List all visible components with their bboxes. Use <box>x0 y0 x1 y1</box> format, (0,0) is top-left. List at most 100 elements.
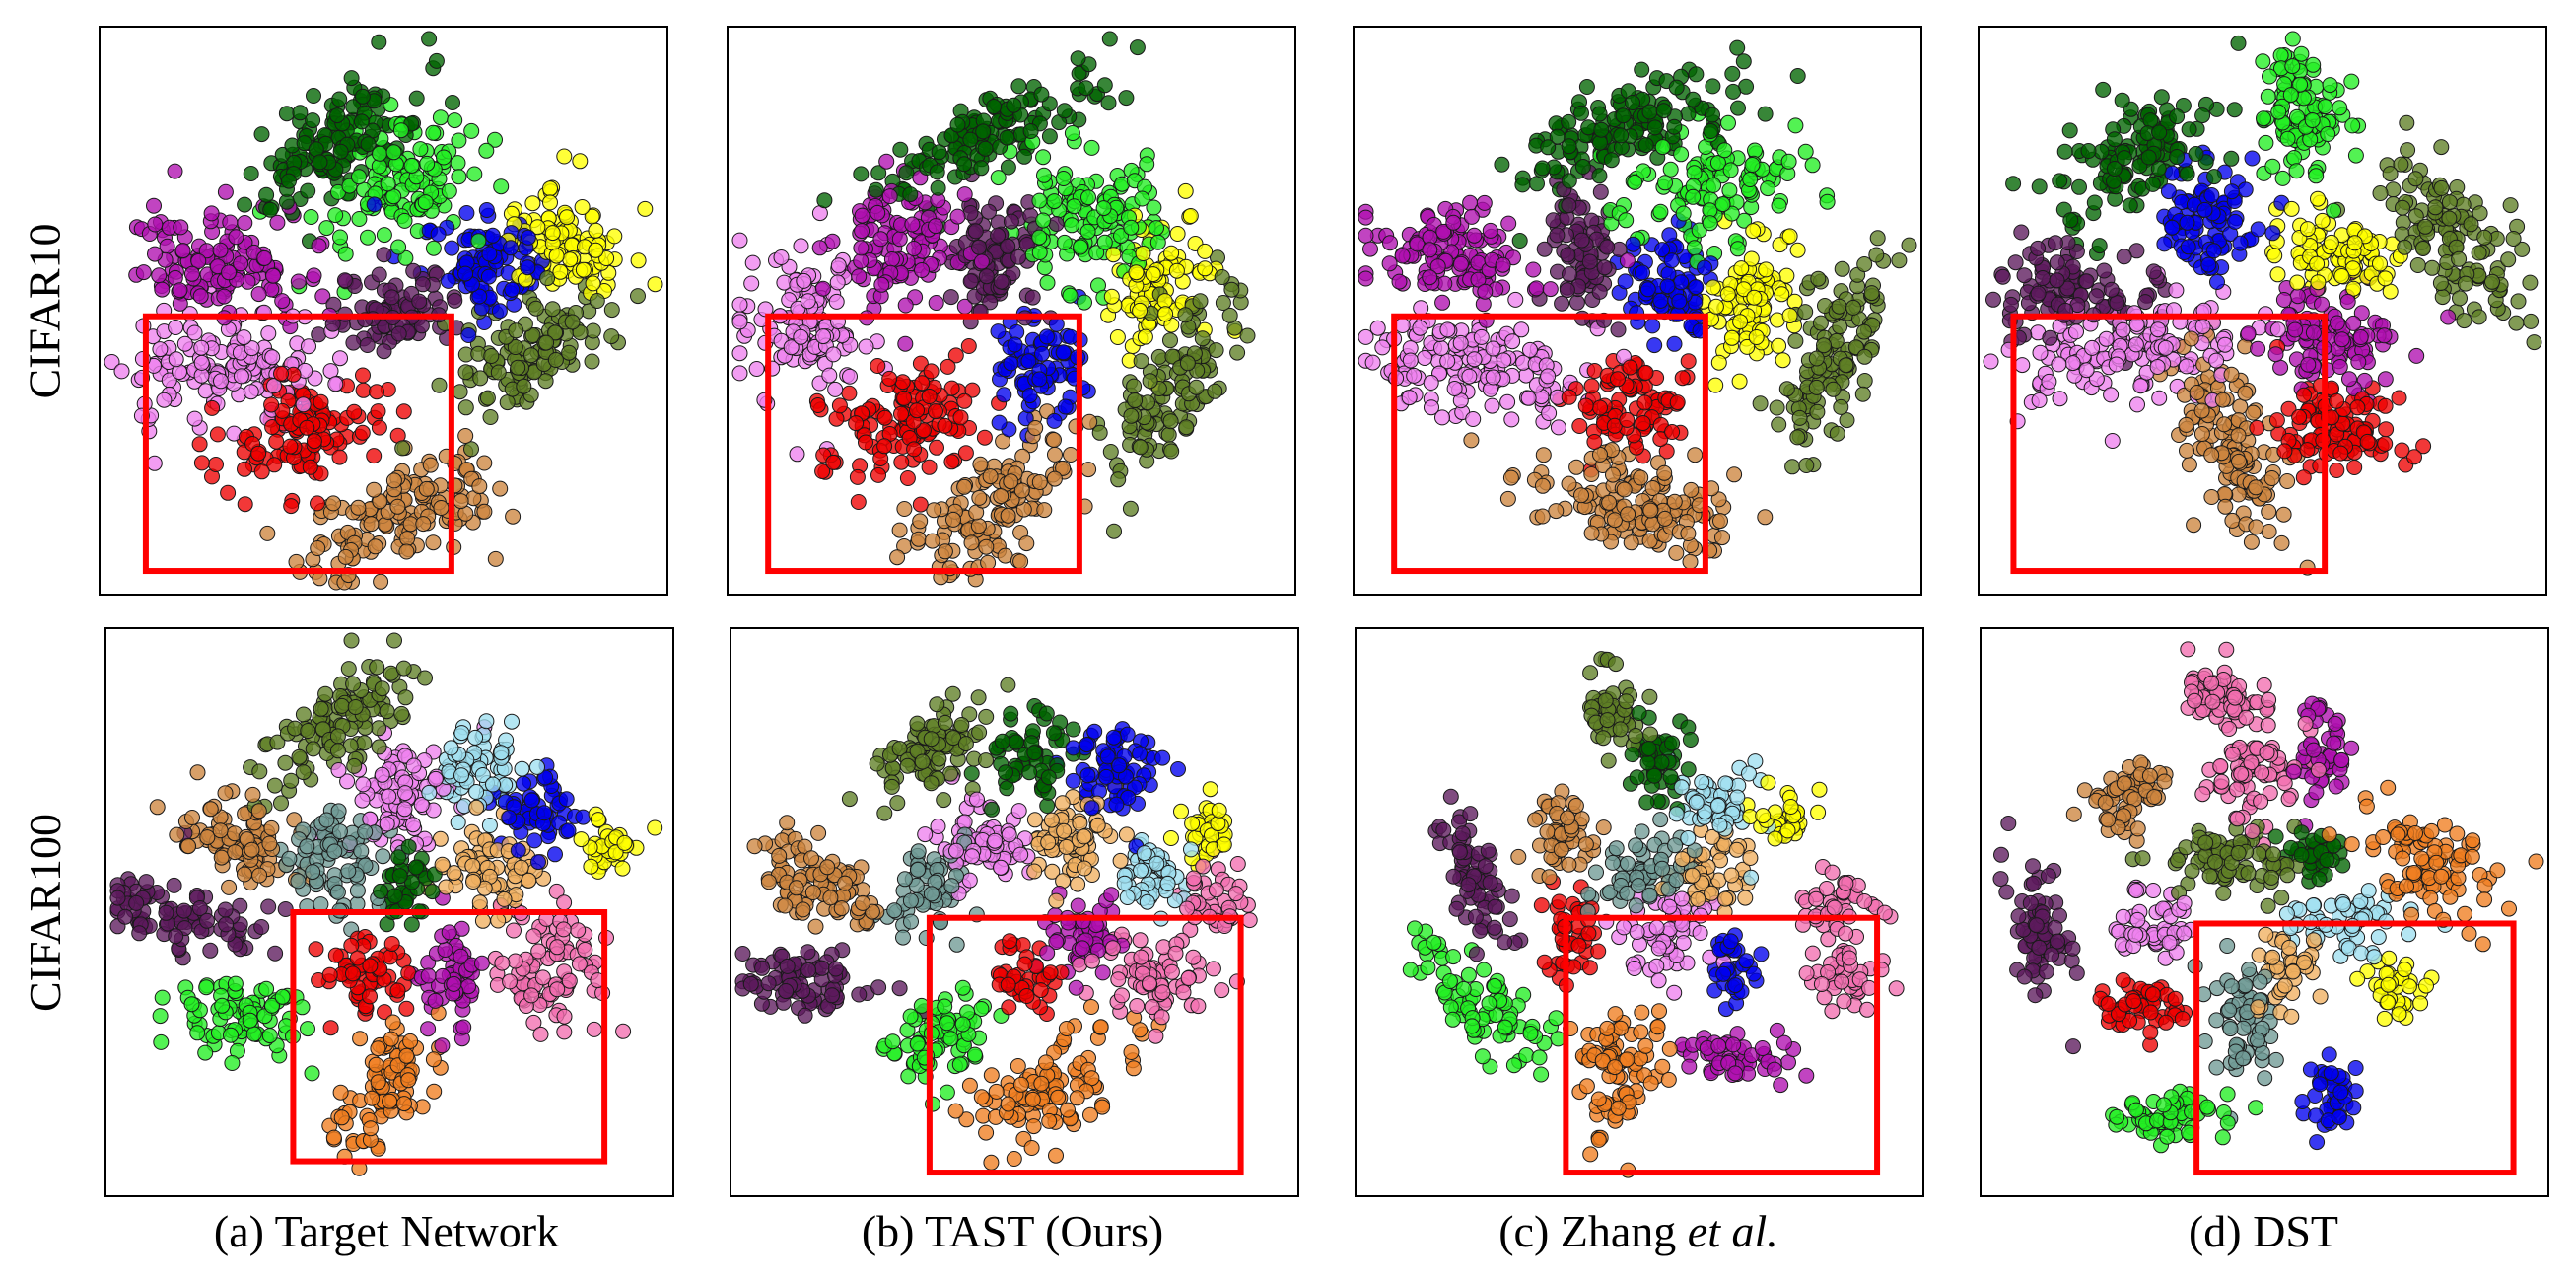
scatter-point <box>1046 432 1062 448</box>
scatter-point <box>2526 334 2542 351</box>
scatter-point <box>366 196 383 213</box>
scatter-point <box>2168 282 2185 299</box>
scatter-point <box>253 126 270 143</box>
scatter-point <box>825 454 842 470</box>
scatter-point <box>816 192 833 209</box>
scatter-point <box>1502 469 1519 486</box>
scatter-point <box>2346 235 2363 251</box>
scatter-point <box>415 516 432 533</box>
scatter-point <box>1610 371 1626 388</box>
scatter-point <box>1542 281 1559 298</box>
scatter-point <box>876 409 893 426</box>
scatter-point <box>547 324 564 341</box>
scatter-point <box>371 419 387 436</box>
scatter-point <box>2268 412 2285 429</box>
scatter-point <box>1784 459 1801 475</box>
scatter-point <box>870 204 886 221</box>
scatter-point <box>793 238 809 254</box>
scatter-point <box>1503 411 1520 428</box>
scatter-point <box>1561 173 1577 189</box>
scatter-point <box>337 548 354 565</box>
scatter-point <box>2217 336 2233 353</box>
scatter-point <box>154 281 171 298</box>
scatter-point <box>2289 274 2306 291</box>
scatter-point <box>1145 266 1161 283</box>
scatter-point <box>1024 289 1041 306</box>
scatter-point <box>1735 281 1752 298</box>
scatter-point <box>647 276 663 293</box>
scatter-point <box>1625 95 1640 110</box>
scatter-point <box>1856 373 1873 389</box>
scatter-point <box>2275 506 2292 523</box>
scatter-point <box>1169 226 1186 242</box>
scatter-point <box>1162 332 1178 349</box>
scatter-point <box>912 496 929 513</box>
scatter-point <box>1550 419 1566 436</box>
scatter-point <box>1036 167 1052 183</box>
scatter-point <box>586 1021 602 1037</box>
scatter-point <box>282 438 299 455</box>
scatter-point <box>1619 252 1636 269</box>
scatter-point <box>2042 329 2058 346</box>
scatter-point <box>529 219 546 236</box>
scatter-point <box>264 349 281 366</box>
scatter-point <box>354 424 371 441</box>
scatter-point <box>332 229 348 246</box>
scatter-point <box>2150 161 2167 177</box>
scatter-point <box>991 414 1008 431</box>
scatter-point <box>2157 339 2174 356</box>
scatter-point <box>858 434 873 451</box>
scatter-point <box>870 165 887 181</box>
scatter-point <box>398 543 415 560</box>
scatter-point <box>2062 212 2079 229</box>
scatter-point <box>1687 447 1704 463</box>
scatter-point <box>2377 435 2394 452</box>
scatter-point <box>1369 320 1386 336</box>
scatter-point <box>564 314 581 330</box>
scatter-point <box>1644 318 1661 334</box>
scatter-point <box>2189 385 2205 400</box>
scatter-point <box>302 459 318 475</box>
scatter-point <box>2250 221 2266 238</box>
scatter-point <box>349 895 366 912</box>
scatter-point <box>399 531 416 547</box>
scatter-point <box>1223 281 1240 298</box>
scatter-point <box>524 327 541 343</box>
scatter-point <box>896 501 913 517</box>
scatter-point <box>2394 442 2410 459</box>
scatter-point <box>1484 397 1500 414</box>
scatter-point <box>809 397 826 413</box>
scatter-point <box>1744 157 1761 173</box>
scatter-point <box>2359 433 2376 450</box>
scatter-point <box>2243 534 2260 550</box>
scatter-point <box>630 252 647 269</box>
scatter-point <box>2209 274 2225 290</box>
scatter-point <box>1743 250 1760 267</box>
scatter-point <box>1142 373 1158 390</box>
scatter-point <box>1573 232 1590 249</box>
scatter-point <box>825 346 842 363</box>
scatter-point <box>356 735 373 751</box>
scatter-point <box>1710 354 1727 371</box>
scatter-point <box>253 463 270 480</box>
scatter-point <box>353 113 370 130</box>
scatter-point <box>1178 419 1195 436</box>
scatter-point <box>1016 148 1032 165</box>
scatter-point <box>973 160 990 177</box>
scatter-point <box>2440 309 2457 325</box>
scatter-point <box>1644 480 1661 496</box>
scatter-point <box>1586 434 1603 450</box>
scatter-point <box>1528 280 1545 297</box>
scatter-point <box>982 294 999 311</box>
scatter-point <box>1831 298 1847 315</box>
scatter-point <box>1656 464 1673 481</box>
scatter-point <box>1868 247 1885 263</box>
scatter-point <box>2332 100 2348 116</box>
scatter-point <box>928 218 943 235</box>
scatter-point <box>1854 386 1871 402</box>
scatter-point <box>2230 427 2247 444</box>
scatter-point <box>1839 412 1855 429</box>
scatter-point <box>2103 281 2120 298</box>
scatter-point <box>237 496 253 513</box>
scatter-point <box>472 370 489 387</box>
